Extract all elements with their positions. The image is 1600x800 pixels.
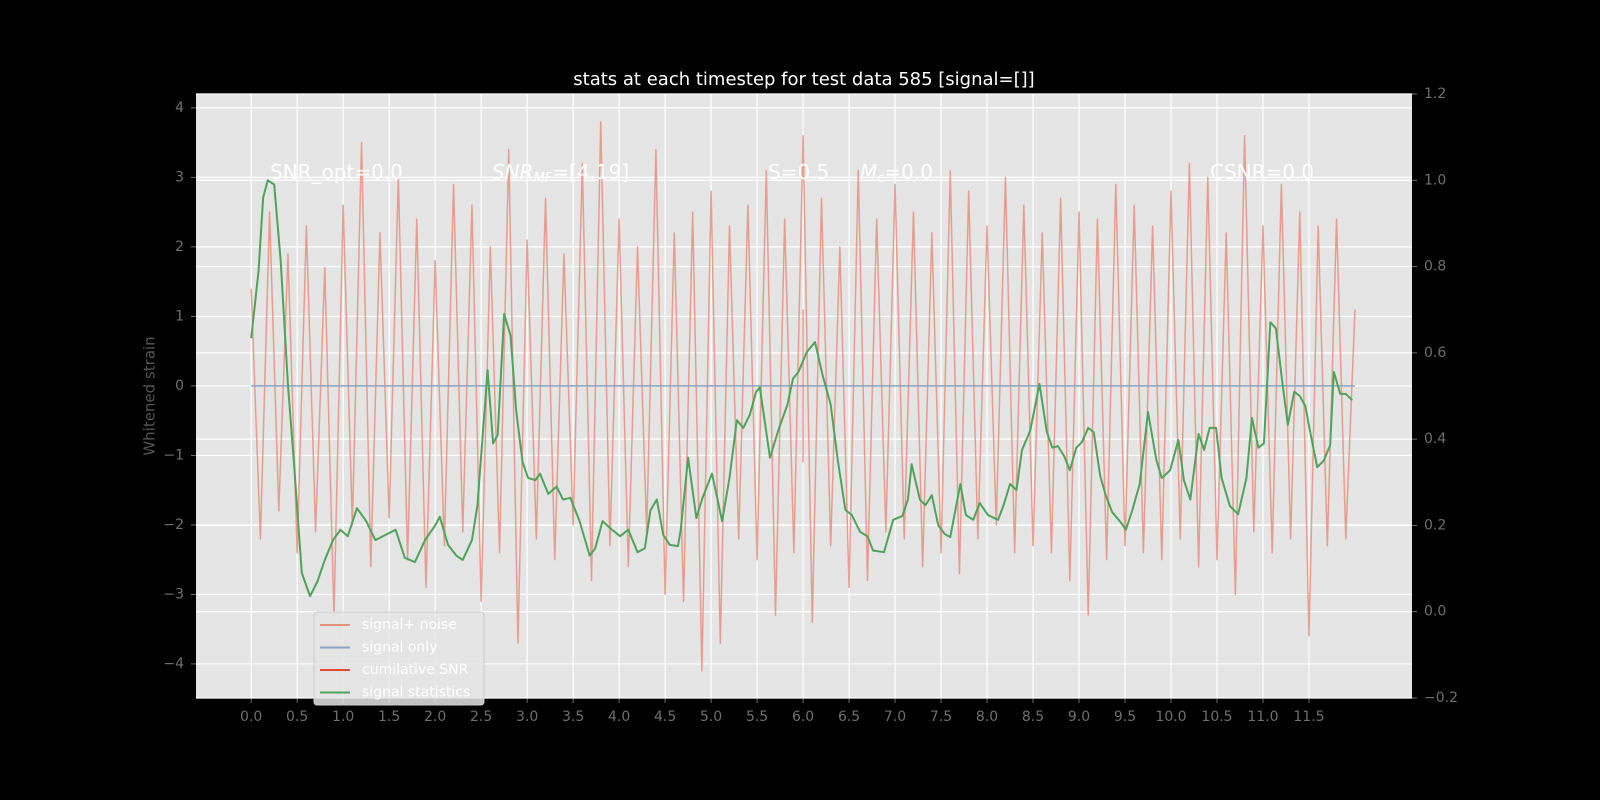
series-line xyxy=(250,121,1356,672)
x-tick-label: 4.5 xyxy=(654,709,676,725)
annotation: Mc=0.0 xyxy=(860,160,933,186)
y2-tick-label: 0.6 xyxy=(1424,345,1446,361)
x-tick-label: 0.5 xyxy=(286,709,308,725)
y-tick-label: 3 xyxy=(175,169,184,185)
x-tick-label: 2.0 xyxy=(424,709,446,725)
x-tick-label: 4.0 xyxy=(608,709,630,725)
annotation-text: M xyxy=(860,160,877,184)
y-tick-label: −3 xyxy=(163,586,184,602)
y-tick-label: −2 xyxy=(163,517,184,533)
annotation-subscript: MF xyxy=(534,171,553,186)
x-tick-label: 10.0 xyxy=(1155,709,1186,725)
x-tick-label: 6.5 xyxy=(838,709,860,725)
x-tick-label: 11.5 xyxy=(1293,709,1324,725)
chart-title: stats at each timestep for test data 585… xyxy=(573,69,1034,90)
annotation-tail: =0.0 xyxy=(884,160,933,184)
x-tick-label: 3.5 xyxy=(562,709,584,725)
y-tick-label: 1 xyxy=(175,308,184,324)
annotation-tail: =[4.19] xyxy=(552,160,629,184)
x-tick-label: 5.5 xyxy=(746,709,768,725)
x-tick-label: 3.0 xyxy=(516,709,538,725)
x-tick-label: 8.0 xyxy=(976,709,998,725)
annotation: CSNR=0.0 xyxy=(1210,160,1314,184)
y2-tick-label: 0.0 xyxy=(1424,604,1446,620)
x-tick-label: 11.0 xyxy=(1247,709,1278,725)
y2-tick-label: 0.4 xyxy=(1424,431,1446,447)
annotation-text: CSNR=0.0 xyxy=(1210,160,1314,184)
y2-tick-label: 0.2 xyxy=(1424,517,1446,533)
x-tick-label: 9.0 xyxy=(1068,709,1090,725)
x-tick-label: 8.5 xyxy=(1022,709,1044,725)
annotation: S=0.5 xyxy=(768,160,829,184)
y-tick-label: −1 xyxy=(163,447,184,463)
x-tick-label: 6.0 xyxy=(792,709,814,725)
series-line xyxy=(250,179,1353,598)
x-tick-label: 1.0 xyxy=(332,709,354,725)
x-tick-label: 7.5 xyxy=(930,709,952,725)
x-tick-label: 5.0 xyxy=(700,709,722,725)
legend-label: cumilative SNR xyxy=(362,662,469,678)
legend-label: signal+ noise xyxy=(362,617,457,633)
y2-tick-label: 1.0 xyxy=(1424,172,1446,188)
y-tick-label: 4 xyxy=(175,100,184,116)
legend: signal+ noise signal only cumilative SNR si… xyxy=(313,611,485,706)
y2-tick-label: 1.2 xyxy=(1424,86,1446,102)
y2-tick-label: −0.2 xyxy=(1424,690,1458,706)
annotation-subscript: c xyxy=(877,171,884,186)
annotation: SNR_opt=0.0 xyxy=(270,160,403,184)
legend-label: signal statistics xyxy=(362,685,470,701)
annotation-text: S=0.5 xyxy=(768,160,829,184)
y2-tick-label: 0.8 xyxy=(1424,259,1446,275)
annotation-text: SNR_opt=0.0 xyxy=(270,160,403,184)
y-tick-label: 0 xyxy=(175,378,184,394)
legend-label: signal only xyxy=(362,640,437,656)
y-axis-label: Whitened strain xyxy=(141,336,159,455)
legend-box xyxy=(313,611,485,706)
x-tick-label: 2.5 xyxy=(470,709,492,725)
x-tick-label: 10.5 xyxy=(1201,709,1232,725)
y-tick-label: −4 xyxy=(163,656,184,672)
x-tick-label: 0.0 xyxy=(240,709,262,725)
y-tick-label: 2 xyxy=(175,239,184,255)
x-tick-label: 9.5 xyxy=(1114,709,1136,725)
x-tick-label: 7.0 xyxy=(884,709,906,725)
annotation-text: SNR xyxy=(492,160,534,184)
annotation: SNRMF=[4.19] xyxy=(492,160,629,186)
x-tick-label: 1.5 xyxy=(378,709,400,725)
